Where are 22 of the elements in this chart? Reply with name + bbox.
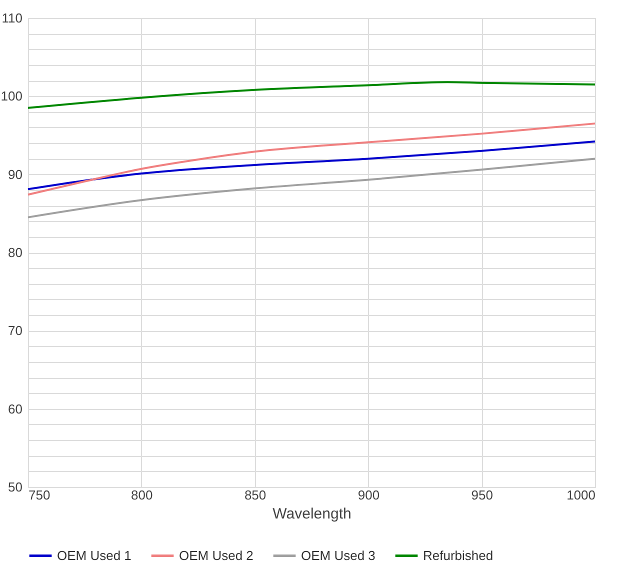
legend-label: OEM Used 2 [179,548,254,563]
legend-label: OEM Used 1 [57,548,132,563]
y-tick-label: 100 [0,88,22,104]
line-series [27,140,596,190]
x-tick-label: 800 [131,488,153,502]
x-tick-label: 1000 [566,488,596,502]
line-series [27,81,596,109]
x-tick-label: 950 [471,488,493,502]
line-series [27,122,596,196]
y-tick-label: 50 [8,480,22,494]
legend-label: Refurbished [423,548,494,563]
legend-label: OEM Used 3 [301,548,376,563]
line-series [27,158,596,218]
x-tick-label: 750 [28,488,50,502]
x-tick-label: 850 [244,488,266,502]
y-tick-label: 110 [2,10,22,26]
y-tick-label: 90 [8,166,22,182]
x-axis-title: Wavelength [272,506,352,522]
x-tick-label: 900 [358,488,380,502]
y-tick-label: 70 [8,323,22,338]
y-tick-label: 80 [8,245,22,260]
y-tick-label: 60 [8,401,22,416]
